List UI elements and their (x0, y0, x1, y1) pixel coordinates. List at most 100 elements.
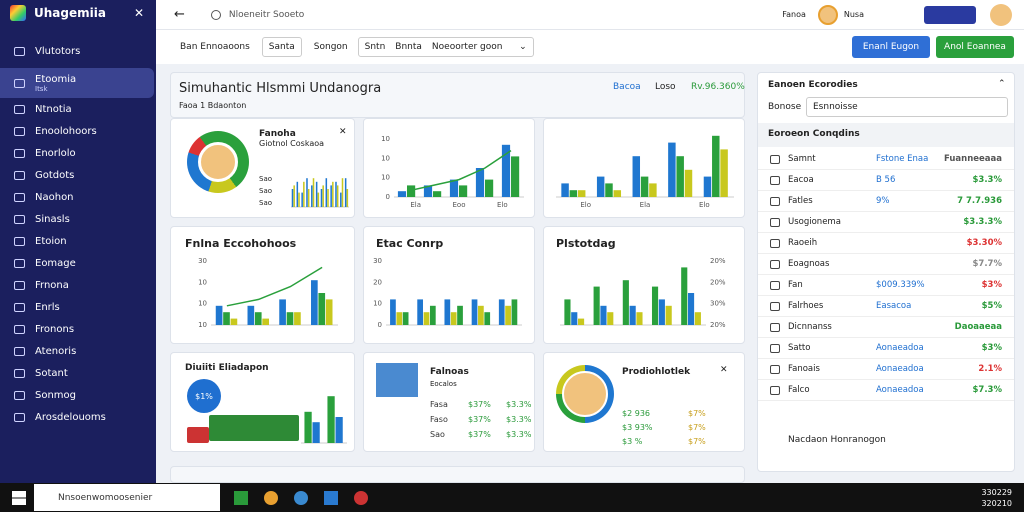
panel-row[interactable]: Fanoais Aonaeadoa 2.1% (758, 359, 1014, 380)
nav-label: Naohon (35, 191, 74, 203)
y-tick-label: 10 (198, 300, 207, 308)
panel-row[interactable]: Satto Aonaeadoa $3% (758, 338, 1014, 359)
icon (770, 301, 780, 311)
link[interactable]: Songon (313, 42, 348, 52)
row-a: Aonaeadoa (876, 364, 924, 374)
nav-item[interactable]: Eomage (0, 252, 156, 274)
title: Simuhantic Hlsmmi Undanogra (179, 81, 382, 96)
user[interactable]: Nusa (843, 10, 864, 19)
card-title: Prodiohlotlek (622, 367, 691, 377)
panel-row[interactable]: Usogionema $3.3.3% (758, 212, 1014, 233)
x-tick-label: Eoo (453, 201, 466, 209)
nav-label: Enoolohoors (35, 125, 97, 137)
bar (262, 318, 269, 325)
bar (478, 305, 484, 325)
panel-row[interactable]: Eacoa B 56 $3.3% (758, 170, 1014, 191)
bar (417, 299, 423, 325)
taskbar-search[interactable]: Nnsoenwomoosenier (34, 484, 220, 511)
role: Giotnol Coskaoa (259, 139, 325, 148)
nav-item[interactable]: Atenoris (0, 340, 156, 362)
brand-name: Uhagemiia (34, 6, 106, 20)
primary-button[interactable]: Enanl Eugon (852, 36, 930, 58)
chart: 20% 20% 30% 20% (560, 257, 726, 329)
nav-item[interactable]: Enoolohoors (0, 120, 156, 142)
bar (622, 280, 629, 325)
nav-text: Fronons (35, 324, 74, 335)
panel-footer[interactable]: Nacdaon Honranogon (788, 435, 886, 445)
bar (346, 189, 349, 207)
section-header[interactable]: Eoroeon Conqdins (758, 123, 1014, 147)
bar (658, 299, 665, 325)
panel-row[interactable]: Falrhoes Easacoa $5% (758, 296, 1014, 317)
bar (505, 305, 511, 325)
bar (485, 179, 494, 197)
y-tick-label: 10 (381, 174, 390, 182)
icon (14, 104, 25, 114)
nav-label: Frnona (35, 279, 69, 291)
bar (564, 299, 571, 325)
nav-item[interactable]: Sotant (0, 362, 156, 384)
panel-row[interactable]: Eoagnoas $7.7% (758, 254, 1014, 275)
bar (322, 185, 324, 207)
bar (296, 181, 299, 207)
nav-text: Sinasls (35, 214, 70, 225)
nav-item[interactable]: Naohon (0, 186, 156, 208)
panel-row[interactable]: Dicnnanss Daoaaeaa (758, 317, 1014, 338)
bar (457, 305, 463, 325)
icon (14, 390, 25, 400)
nav-item[interactable]: Enrls (0, 296, 156, 318)
tab[interactable]: Loso (655, 82, 676, 92)
nav-item[interactable]: Gotdots (0, 164, 156, 186)
row-a: $009.339% (876, 280, 925, 290)
nav-label: Sinasls (35, 213, 70, 225)
bar (301, 192, 303, 207)
icon (770, 385, 780, 395)
bar (402, 312, 409, 325)
row-a: B 56 (876, 175, 896, 185)
menu[interactable]: Fanoa (782, 10, 806, 19)
bar (307, 189, 310, 207)
stat: Rv.96.360% (691, 82, 745, 92)
line (226, 266, 323, 307)
panel-row[interactable]: Samnt Fstone Enaa Fuanneeaaa (758, 149, 1014, 170)
bar (306, 178, 308, 207)
nav-item[interactable]: Sonmog (0, 384, 156, 406)
nav-item[interactable]: Fronons (0, 318, 156, 340)
bar (651, 286, 659, 325)
panel-row[interactable]: Raoeih $3.30% (758, 233, 1014, 254)
button[interactable]: Santa (261, 37, 302, 57)
icon (770, 217, 780, 227)
cell: $2 936 (622, 409, 650, 418)
nav-item[interactable]: Ntnotia (0, 98, 156, 120)
person-rows: $2 936 $7% $3 93% $7% $3 % $7% (622, 407, 724, 449)
bar (327, 189, 329, 207)
tab[interactable]: Bacoa (613, 82, 641, 92)
secondary-button[interactable]: Anol Eoannea (936, 36, 1014, 58)
search[interactable]: Nloeneitr Sooeto (228, 9, 305, 20)
row-label: Eacoa (788, 175, 814, 185)
y-tick-label: 20% (710, 257, 726, 265)
table-row: $2 936 $7% (622, 407, 724, 421)
y-tick-label: 20% (710, 278, 726, 286)
input[interactable]: Esnnoisse (806, 97, 1008, 117)
nav-item[interactable]: Vlutotors (0, 34, 156, 68)
nav-item[interactable]: Enorlolo (0, 142, 156, 164)
panel-row[interactable]: Fan $009.339% $3% (758, 275, 1014, 296)
bar (593, 286, 600, 325)
nav-item[interactable]: Frnona (0, 274, 156, 296)
dropdown[interactable]: Sntn Bnnta Noeoorter goon ⌄ (357, 37, 534, 57)
table-row: $3 93% $7% (622, 421, 724, 435)
nav-item[interactable]: Arosdelouoms (0, 406, 156, 428)
nav-item[interactable]: Sinasls (0, 208, 156, 230)
nav-item[interactable]: Etoomia Itsk (0, 68, 154, 98)
panel-row[interactable]: Falco Aonaeadoa $7.3% (758, 380, 1014, 401)
brand: Uhagemiia ✕ (0, 0, 156, 26)
nav-text: Etoion (35, 236, 67, 247)
panel-row[interactable]: Fatles 9% 7 7.7.936 (758, 191, 1014, 212)
icon (14, 346, 25, 356)
bar (444, 299, 451, 325)
clock: 330229 320210 (981, 487, 1012, 508)
icon (14, 192, 25, 202)
nav-item[interactable]: Etoion (0, 230, 156, 252)
row-label: Satto (788, 343, 811, 353)
